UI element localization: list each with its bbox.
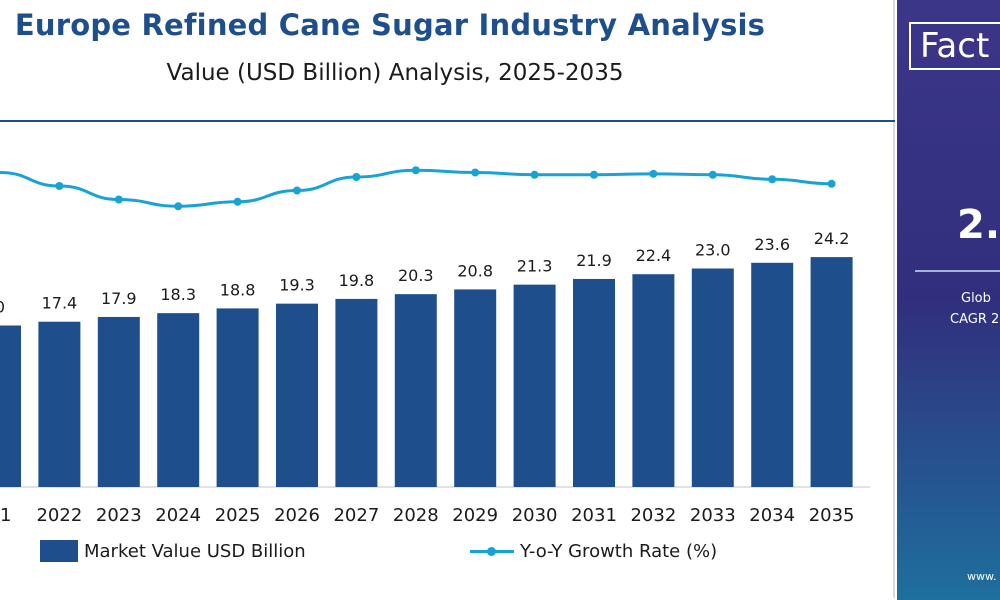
- growth-rate-line: [0, 168, 832, 208]
- x-tick-2031: 2031: [571, 505, 617, 526]
- x-tick-2024: 2024: [155, 505, 201, 526]
- brand-logo: Fact: [909, 22, 1000, 70]
- bar-label-2026: 19.3: [279, 276, 315, 295]
- bar-2031: [573, 278, 615, 487]
- x-tick-2025: 2025: [215, 505, 261, 526]
- bar-2035: [810, 257, 853, 487]
- bar-2024: [157, 313, 200, 487]
- bar-label-2028: 20.3: [398, 266, 434, 285]
- chart-subtitle: Value (USD Billion) Analysis, 2025-2035: [166, 60, 624, 86]
- side-panel: Fact 2. Glob CAGR 2 www.: [897, 0, 1000, 600]
- bar-2022: [38, 321, 81, 487]
- bar-2026: [276, 303, 318, 487]
- chart-plot: 0 21 17.4 2022 17.9 2023 18.3 2024 18.8 2025 19.3 2…: [0, 166, 870, 526]
- growth-point-2026: [293, 186, 301, 195]
- bar-label-2032: 22.4: [636, 246, 672, 265]
- growth-point-2027: [352, 173, 361, 181]
- growth-point-2025: [233, 197, 242, 206]
- bar-label-2023: 17.9: [101, 289, 137, 308]
- x-tick-2028: 2028: [393, 505, 439, 526]
- x-tick-2033: 2033: [690, 505, 736, 526]
- x-tick-2023: 2023: [96, 505, 142, 526]
- bar-label-2024: 18.3: [160, 285, 196, 304]
- bar-label-2035: 24.2: [814, 229, 850, 248]
- growth-point-2032: [649, 169, 658, 178]
- growth-point-2031: [590, 170, 598, 179]
- growth-point-2028: [411, 166, 420, 175]
- cagr-caption-line2: CAGR 2: [950, 312, 1000, 327]
- x-tick-2034: 2034: [749, 505, 795, 526]
- legend-item-growth-rate: Y-o-Y Growth Rate (%): [470, 540, 717, 562]
- bar-label-2031: 21.9: [576, 251, 612, 270]
- brand-logo-text: Fact: [920, 26, 990, 66]
- x-tick-2035: 2035: [809, 505, 855, 526]
- bar-label-2029: 20.8: [457, 261, 493, 280]
- bar-2030: [513, 284, 556, 487]
- title-divider: [0, 120, 895, 122]
- x-tick-2026: 2026: [274, 505, 320, 526]
- growth-point-2030: [530, 170, 539, 179]
- bar-21: [0, 325, 21, 487]
- x-tick-21: 21: [0, 505, 11, 526]
- bar-2032: [632, 274, 675, 487]
- cagr-value: 2.: [957, 202, 1000, 248]
- legend-bar-swatch: [40, 540, 78, 562]
- chart-title: Europe Refined Cane Sugar Industry Analy…: [14, 8, 766, 42]
- growth-point-2029: [471, 168, 480, 177]
- growth-point-2023: [114, 195, 123, 204]
- bar-2034: [751, 262, 794, 487]
- legend-label-market-value: Market Value USD Billion: [84, 540, 306, 562]
- bar-label-21: 0: [0, 298, 5, 317]
- x-tick-2029: 2029: [452, 505, 498, 526]
- chart-legend: Market Value USD Billion Y-o-Y Growth Ra…: [40, 540, 880, 570]
- bar-label-2025: 18.8: [220, 280, 256, 299]
- panel-footer-url: www.: [967, 570, 997, 583]
- bar-label-2034: 23.6: [754, 235, 790, 254]
- growth-point-2034: [768, 175, 777, 184]
- chart-card: Europe Refined Cane Sugar Industry Analy…: [0, 0, 895, 598]
- growth-point-2022: [55, 182, 64, 190]
- bar-2023: [97, 316, 140, 487]
- legend-item-market-value: Market Value USD Billion: [40, 540, 306, 562]
- bar-label-2027: 19.8: [339, 271, 375, 290]
- panel-divider: [915, 270, 1000, 272]
- bar-2025: [216, 308, 259, 487]
- bar-label-2033: 23.0: [695, 241, 731, 260]
- x-tick-2032: 2032: [630, 505, 676, 526]
- bar-2028: [394, 294, 437, 487]
- growth-point-2024: [174, 202, 183, 211]
- x-tick-2022: 2022: [36, 505, 82, 526]
- bar-label-2022: 17.4: [42, 294, 78, 313]
- growth-point-2033: [708, 170, 717, 179]
- legend-label-growth-rate: Y-o-Y Growth Rate (%): [520, 540, 718, 562]
- x-tick-2030: 2030: [512, 505, 558, 526]
- legend-line-swatch: [470, 540, 514, 562]
- bar-label-2030: 21.3: [517, 257, 553, 276]
- growth-point-2035: [827, 179, 836, 188]
- bar-2033: [691, 268, 734, 487]
- bar-2027: [335, 298, 378, 487]
- bar-2029: [454, 289, 497, 487]
- x-tick-2027: 2027: [333, 505, 379, 526]
- cagr-caption-line1: Glob: [961, 291, 991, 306]
